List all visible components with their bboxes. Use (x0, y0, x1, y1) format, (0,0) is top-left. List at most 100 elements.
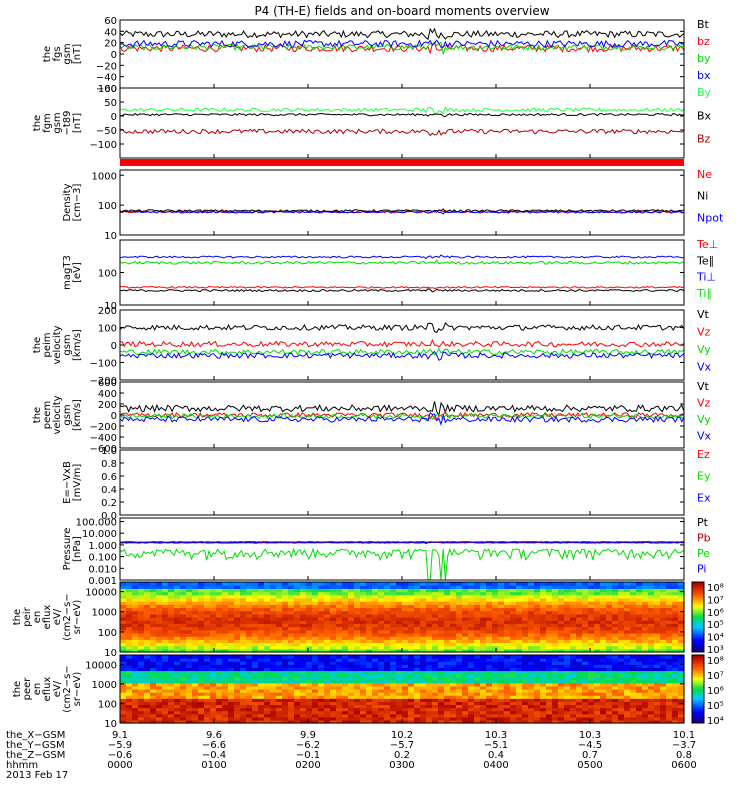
y-tick-label: 0.100 (88, 553, 117, 564)
spectrogram-cell (210, 632, 217, 637)
spectrogram-cell (576, 685, 583, 690)
spectrogram-cell (390, 582, 397, 586)
spectrogram-cell (168, 695, 175, 699)
spectrogram-cell (366, 626, 373, 631)
spectrogram-cell (186, 670, 193, 675)
spectrogram-cell (414, 713, 421, 718)
spectrogram-cell (282, 636, 289, 640)
spectrogram-cell (516, 682, 523, 687)
spectrogram-cell (408, 610, 415, 615)
spectrogram-cell (276, 695, 283, 699)
spectrogram-cell (144, 661, 151, 665)
spectrogram-cell (270, 620, 277, 624)
spectrogram-cell (336, 676, 343, 681)
spectrogram-cell (498, 594, 505, 599)
spectrogram-cell (492, 692, 499, 696)
spectrogram-cell (648, 670, 655, 675)
spectrogram-cell (138, 701, 145, 706)
spectrogram-cell (144, 591, 151, 596)
spectrogram-cell (522, 713, 529, 718)
spectrogram-cell (120, 642, 127, 647)
spectrogram-cell (306, 617, 313, 621)
spectrogram-cell (222, 613, 229, 618)
spectrogram-cell (354, 716, 361, 721)
spectrogram-cell (156, 620, 163, 624)
spectrogram-cell (468, 626, 475, 631)
spectrogram-cell (180, 597, 187, 602)
spectrogram-cell (558, 658, 565, 662)
spectrogram-cell (480, 636, 487, 640)
spectrogram-cell (198, 591, 205, 596)
spectrogram-cell (342, 698, 349, 702)
spectrogram-cell (198, 582, 205, 586)
spectrogram-cell (156, 617, 163, 621)
spectrogram-cell (138, 642, 145, 647)
spectrogram-cell (192, 713, 199, 718)
spectrogram-cell (162, 689, 169, 693)
spectrogram-cell (120, 582, 127, 586)
spectrogram-cell (138, 664, 145, 668)
spectrogram-cell (210, 604, 217, 609)
spectrogram-cell (510, 719, 517, 724)
spectrogram-cell (324, 719, 331, 724)
spectrogram-cell (540, 692, 547, 696)
spectrogram-cell (504, 710, 511, 715)
spectrogram-cell (192, 670, 199, 675)
spectrogram-cell (138, 670, 145, 675)
spectrogram-cell (234, 617, 241, 621)
spectrogram-cell (294, 597, 301, 602)
spectrogram-cell (336, 682, 343, 687)
spectrogram-cell (252, 664, 259, 668)
y-tick-label: 0.8 (101, 459, 117, 470)
spectrogram-cell (120, 594, 127, 599)
spectrogram-cell (144, 601, 151, 605)
spectrogram-cell (432, 710, 439, 715)
spectrogram-cell (168, 585, 175, 589)
spectrogram-cell (288, 582, 295, 586)
spectrogram-cell (258, 591, 265, 596)
spectrogram-cell (342, 676, 349, 681)
spectrogram-cell (252, 673, 259, 678)
spectrogram-cell (600, 588, 607, 593)
spectrogram-cell (234, 676, 241, 681)
spectrogram-cell (552, 620, 559, 624)
spectrogram-cell (282, 679, 289, 684)
spectrogram-cell (558, 695, 565, 699)
spectrogram-cell (390, 648, 397, 653)
spectrogram-cell (270, 597, 277, 602)
colorbar-segment (692, 598, 704, 602)
spectrogram-cell (456, 716, 463, 721)
spectrogram-cell (438, 707, 445, 712)
spectrogram-cell (150, 626, 157, 631)
spectrogram-cell (162, 642, 169, 647)
spectrogram-cell (294, 670, 301, 675)
spectrogram-cell (342, 601, 349, 605)
spectrogram-cell (444, 629, 451, 634)
spectrogram-cell (312, 645, 319, 650)
spectrogram-cell (474, 594, 481, 599)
spectrogram-cell (528, 601, 535, 605)
spectrogram-cell (276, 591, 283, 596)
spectrogram-cell (492, 673, 499, 678)
series-line-Te⊥ (119, 285, 685, 289)
spectrogram-cell (258, 661, 265, 665)
spectrogram-cell (192, 636, 199, 640)
spectrogram-cell (540, 617, 547, 621)
spectrogram-cell (120, 707, 127, 712)
spectrogram-cell (378, 682, 385, 687)
spectrogram-cell (498, 679, 505, 684)
spectrogram-cell (396, 588, 403, 593)
spectrogram-cell (456, 664, 463, 668)
spectrogram-cell (246, 679, 253, 684)
spectrogram-cell (588, 689, 595, 693)
y-axis-label: en (32, 611, 43, 624)
spectrogram-cell (552, 613, 559, 618)
spectrogram-cell (600, 597, 607, 602)
spectrogram-cell (624, 658, 631, 662)
spectrogram-cell (222, 698, 229, 702)
spectrogram-cell (510, 673, 517, 678)
spectrogram-cell (648, 620, 655, 624)
spectrogram-cell (192, 685, 199, 690)
spectrogram-cell (168, 719, 175, 724)
spectrogram-cell (624, 673, 631, 678)
